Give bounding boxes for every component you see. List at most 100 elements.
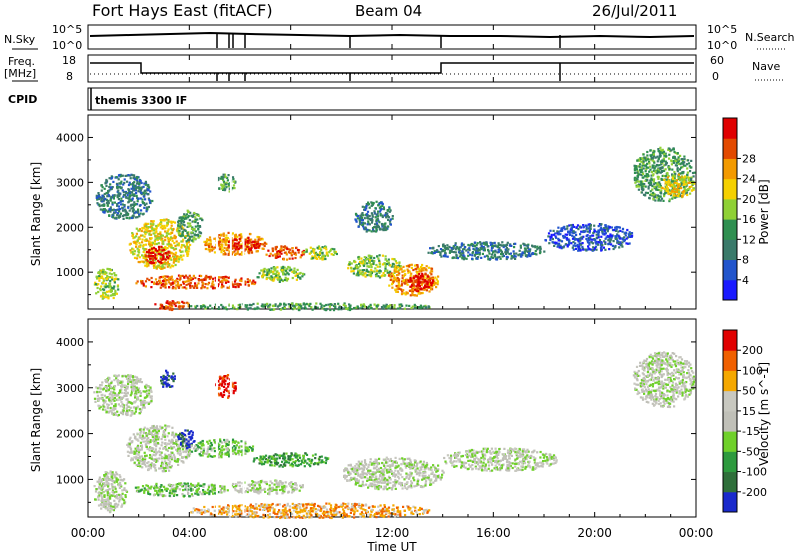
heatmap-cell xyxy=(113,274,116,277)
heatmap-cell xyxy=(626,228,629,232)
heatmap-cell xyxy=(150,262,153,265)
heatmap-cell xyxy=(174,302,177,305)
heatmap-cell xyxy=(112,406,115,410)
heatmap-cell xyxy=(461,252,464,255)
heatmap-cell xyxy=(672,178,675,181)
heatmap-cell xyxy=(579,233,582,236)
heatmap-cell xyxy=(132,384,135,387)
heatmap-cell xyxy=(115,274,118,277)
heatmap-cell xyxy=(432,277,435,280)
heatmap-cell xyxy=(101,408,105,411)
heatmap-cell xyxy=(323,304,326,307)
heatmap-cell xyxy=(394,288,397,291)
heatmap-cell xyxy=(238,303,241,306)
heatmap-cell xyxy=(106,403,109,406)
heatmap-cell xyxy=(261,238,264,241)
heatmap-cell xyxy=(282,265,285,268)
heatmap-cell xyxy=(617,230,620,233)
heatmap-cell xyxy=(195,284,199,287)
heatmap-cell xyxy=(391,281,394,284)
heatmap-cell xyxy=(129,194,132,197)
heatmap-cell xyxy=(648,170,651,173)
heatmap-cell xyxy=(185,241,189,244)
heatmap-cell xyxy=(109,188,112,191)
heatmap-cell xyxy=(117,503,120,506)
heatmap-cell xyxy=(126,213,130,216)
heatmap-cell xyxy=(217,276,221,279)
heatmap-cell xyxy=(253,240,256,243)
heatmap-cell xyxy=(156,281,159,284)
heatmap-cell xyxy=(218,245,221,249)
heatmap-cell xyxy=(293,305,296,308)
heatmap-cell xyxy=(276,270,279,273)
heatmap-cell xyxy=(668,147,671,150)
heatmap-cell xyxy=(150,395,153,398)
heatmap-cell xyxy=(415,278,418,281)
heatmap-cell xyxy=(219,280,222,284)
heatmap-cell xyxy=(685,163,689,166)
heatmap-cell xyxy=(645,168,648,171)
heatmap-cell xyxy=(199,232,203,235)
heatmap-cell xyxy=(376,304,379,307)
heatmap-cell xyxy=(149,251,153,255)
heatmap-cell xyxy=(458,249,461,252)
heatmap-cell xyxy=(208,248,211,251)
heatmap-cell xyxy=(624,234,627,237)
heatmap-cell xyxy=(204,305,207,308)
heatmap-cell xyxy=(360,257,363,260)
heatmap-cell xyxy=(676,168,679,171)
heatmap-cell xyxy=(603,229,606,232)
heatmap-cell xyxy=(123,394,126,398)
heatmap-cell xyxy=(124,392,127,395)
heatmap-cell xyxy=(396,277,399,280)
heatmap-cell xyxy=(117,205,120,208)
heatmap-cell xyxy=(269,277,272,280)
heatmap-cell xyxy=(255,244,258,247)
heatmap-cell xyxy=(352,272,355,275)
heatmap-cell xyxy=(143,182,146,185)
heatmap-cell xyxy=(117,174,121,177)
heatmap-cell xyxy=(268,270,271,273)
heatmap-cell xyxy=(256,245,259,248)
heatmap-cell xyxy=(253,242,256,245)
heatmap-cell xyxy=(100,269,103,272)
heatmap-cell xyxy=(383,214,387,217)
heatmap-cell xyxy=(668,157,671,160)
heatmap-cell xyxy=(291,270,294,273)
heatmap-cell xyxy=(121,200,124,203)
heatmap-cell xyxy=(180,244,183,247)
heatmap-cell xyxy=(687,188,690,191)
heatmap-cell xyxy=(677,158,680,161)
heatmap-cell xyxy=(124,208,127,211)
heatmap-cell xyxy=(125,196,128,199)
heatmap-cell xyxy=(280,247,283,250)
heatmap-cell xyxy=(401,270,404,273)
heatmap-cell xyxy=(482,242,485,245)
heatmap-cell xyxy=(167,219,170,222)
heatmap-cell xyxy=(668,181,671,184)
heatmap-cell xyxy=(425,285,428,288)
heatmap-cell xyxy=(110,186,113,189)
heatmap-cell xyxy=(106,276,109,279)
heatmap-cell xyxy=(673,170,676,174)
heatmap-cell xyxy=(145,392,148,395)
heatmap-cell xyxy=(495,258,498,261)
heatmap-cell xyxy=(394,277,397,280)
heatmap-cell xyxy=(379,213,382,216)
heatmap-cell xyxy=(135,192,138,195)
heatmap-cell xyxy=(283,278,286,282)
heatmap-cell xyxy=(187,233,190,236)
heatmap-cell xyxy=(549,235,552,238)
heatmap-cell xyxy=(101,209,104,212)
heatmap-cell xyxy=(444,255,447,258)
heatmap-cell xyxy=(397,285,400,288)
heatmap-cell xyxy=(114,211,117,214)
heatmap-cell xyxy=(604,242,607,245)
heatmap-cell xyxy=(690,177,693,180)
heatmap-cell xyxy=(162,255,165,258)
heatmap-cell xyxy=(616,241,619,244)
heatmap-cell xyxy=(582,225,585,228)
heatmap-cell xyxy=(381,204,384,207)
heatmap-cell xyxy=(657,183,660,186)
heatmap-cell xyxy=(455,247,458,250)
